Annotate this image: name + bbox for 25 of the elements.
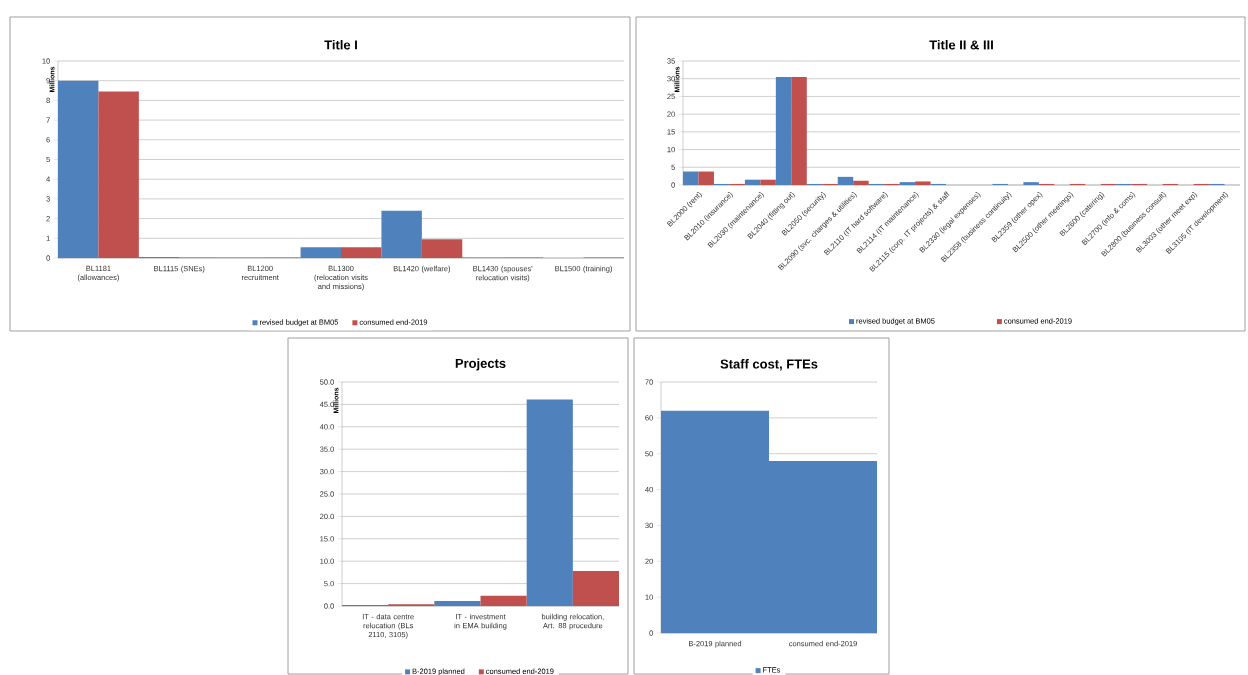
bar (744, 179, 761, 185)
bar (899, 182, 916, 185)
bar (98, 91, 139, 258)
bar (572, 571, 619, 606)
chart-title: Title II & III (929, 39, 993, 50)
bar (683, 171, 699, 185)
bar (760, 179, 776, 185)
bar (434, 601, 481, 606)
bar (341, 247, 382, 258)
chart-title: Title I (324, 39, 357, 50)
bar (915, 181, 931, 185)
bar (300, 247, 341, 258)
bar (775, 76, 792, 185)
bar (853, 180, 869, 185)
bar (526, 399, 573, 606)
chart-title: Staff cost, FTEs (720, 359, 818, 371)
bar (480, 595, 527, 606)
bar (421, 239, 463, 258)
bar (381, 210, 422, 258)
bar (791, 76, 807, 185)
bar (1023, 182, 1039, 185)
chart-title: Projects (455, 358, 506, 371)
bar (698, 171, 714, 185)
bar (58, 80, 99, 258)
bar (837, 176, 854, 185)
